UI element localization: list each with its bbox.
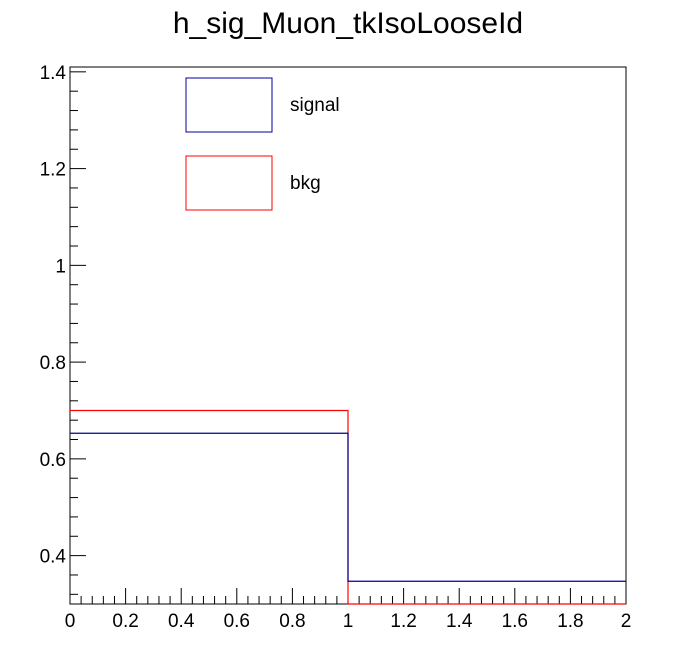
x-tick-label: 0.4: [168, 611, 195, 632]
legend-swatch-signal: [185, 77, 273, 133]
y-tick-label: 1.4: [40, 63, 67, 84]
series-layer: [70, 409, 626, 605]
y-tick-label: 0.8: [40, 353, 66, 374]
x-tick-label: 1: [343, 611, 354, 632]
histogram-signal: [70, 432, 626, 582]
x-tick-label: 0.6: [224, 611, 250, 632]
x-tick-label: 0.8: [279, 611, 305, 632]
chart-title: h_sig_Muon_tkIsoLooseId: [173, 7, 523, 40]
x-tick-label: 1.8: [557, 611, 583, 632]
legend-swatch-bkg: [185, 155, 273, 211]
x-tick-label: 1.6: [502, 611, 528, 632]
x-tick-label: 0.2: [112, 611, 138, 632]
legend-label-bkg: bkg: [290, 173, 321, 194]
x-tick-label: 1.2: [390, 611, 416, 632]
axes: 0 0.2 0.4 0.6 0.8 1 1.2 1.4 1.6 1.8 2 0.4 0.6 0.8 1 1.2…: [40, 63, 632, 632]
legend-label-signal: signal: [290, 95, 340, 116]
x-tick-label: 2: [621, 611, 632, 632]
x-tick-label: 0: [65, 611, 76, 632]
y-tick-label: 0.4: [40, 547, 67, 568]
legend: signal bkg: [185, 77, 340, 211]
y-tick-label: 0.6: [40, 450, 66, 471]
y-tick-label: 1: [55, 256, 66, 277]
y-tick-label: 1.2: [40, 160, 66, 181]
x-tick-label: 1.4: [446, 611, 473, 632]
